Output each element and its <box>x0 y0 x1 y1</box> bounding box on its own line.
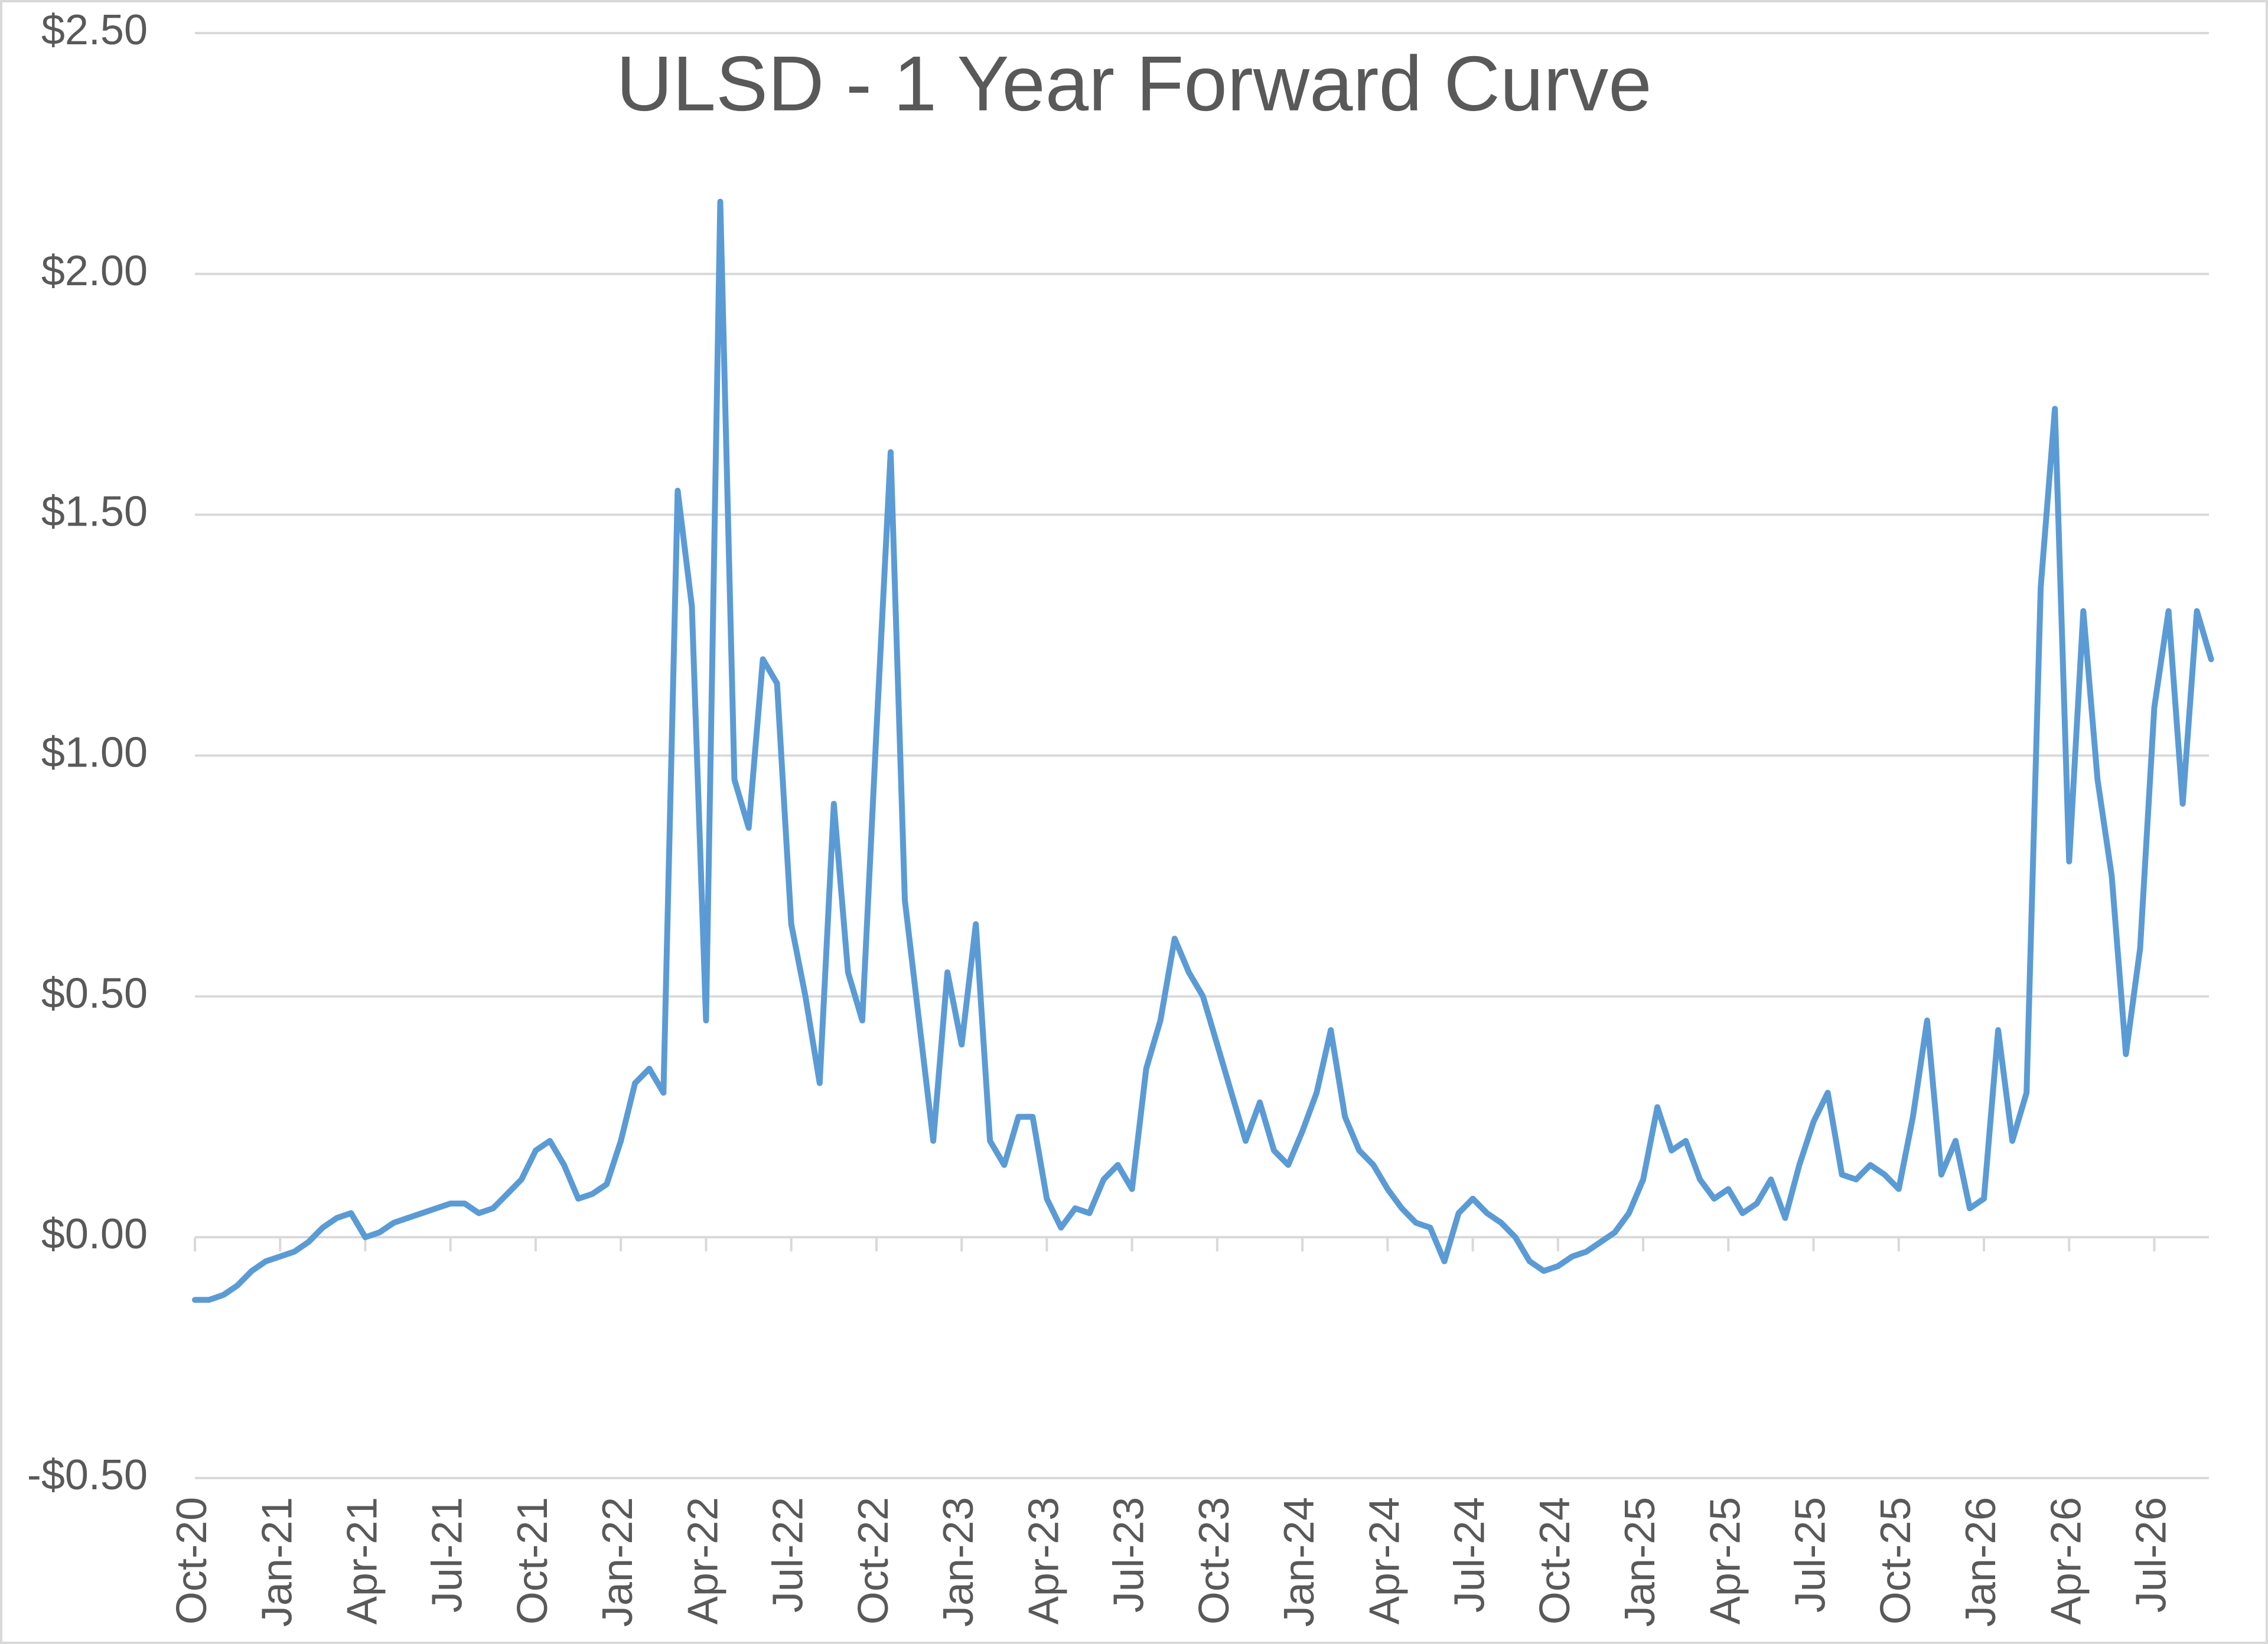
y-tick-label: $2.50 <box>41 6 148 54</box>
x-tick-label: Oct-23 <box>1191 1497 1238 1625</box>
x-tick-label: Apr-23 <box>1020 1497 1067 1625</box>
x-tick-label: Jan-26 <box>1957 1497 2005 1627</box>
y-tick-label: -$0.50 <box>27 1451 148 1499</box>
x-tick-label: Apr-21 <box>338 1497 386 1625</box>
x-tick-label: Oct-22 <box>850 1497 897 1625</box>
x-tick-label: Oct-25 <box>1872 1497 1920 1625</box>
y-tick-label: $0.50 <box>41 970 148 1017</box>
x-tick-label: Jul-24 <box>1446 1497 1494 1613</box>
chart-title: ULSD - 1 Year Forward Curve <box>616 40 1651 127</box>
x-tick-label: Oct-21 <box>509 1497 556 1625</box>
x-tick-label: Apr-26 <box>2042 1497 2090 1625</box>
data-line <box>192 198 2214 1303</box>
y-tick-label: $2.00 <box>41 247 148 295</box>
x-tick-label: Jul-22 <box>765 1497 812 1613</box>
x-tick-label: Jan-25 <box>1617 1497 1664 1627</box>
x-tick-label: Jan-24 <box>1276 1497 1323 1627</box>
x-tick-label: Jan-23 <box>935 1497 982 1627</box>
x-tick-label: Jul-25 <box>1787 1497 1834 1613</box>
x-tick-label: Apr-22 <box>679 1497 726 1625</box>
y-tick-label: $1.50 <box>41 488 148 536</box>
x-tick-label: Jan-22 <box>594 1497 641 1627</box>
x-tick-label: Oct-20 <box>168 1497 216 1625</box>
x-tick-label: Jan-21 <box>253 1497 301 1627</box>
x-tick-label: Apr-25 <box>1702 1497 1749 1625</box>
x-tick-label: Jul-26 <box>2128 1497 2175 1613</box>
x-tick-label: Apr-24 <box>1361 1497 1408 1625</box>
x-tick-label: Jul-21 <box>424 1497 471 1613</box>
y-tick-label: $1.00 <box>41 729 148 777</box>
x-tick-label: Oct-24 <box>1531 1497 1579 1625</box>
y-tick-label: $0.00 <box>41 1211 148 1258</box>
x-tick-label: Jul-23 <box>1106 1497 1153 1613</box>
